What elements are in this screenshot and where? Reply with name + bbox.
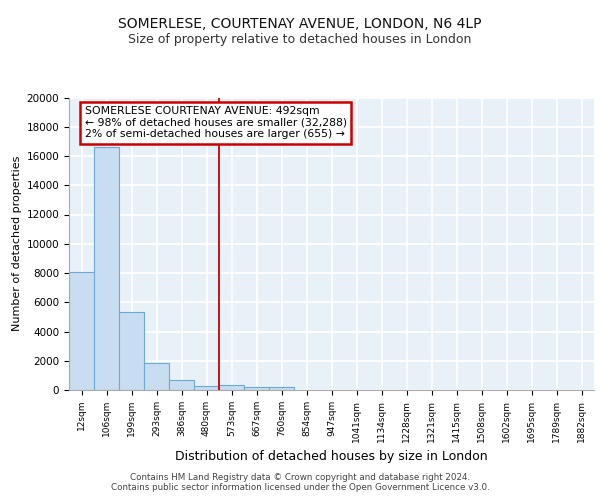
Bar [219, 385, 244, 390]
Bar [144, 363, 169, 390]
Bar [244, 387, 269, 390]
X-axis label: Distribution of detached houses by size in London: Distribution of detached houses by size … [175, 450, 488, 463]
Bar [119, 312, 144, 390]
Y-axis label: Number of detached properties: Number of detached properties [13, 156, 22, 332]
Bar [94, 147, 119, 390]
Text: SOMERLESE COURTENAY AVENUE: 492sqm
← 98% of detached houses are smaller (32,288): SOMERLESE COURTENAY AVENUE: 492sqm ← 98%… [85, 106, 347, 140]
Bar [269, 387, 294, 390]
Bar [194, 386, 219, 390]
Text: SOMERLESE, COURTENAY AVENUE, LONDON, N6 4LP: SOMERLESE, COURTENAY AVENUE, LONDON, N6 … [118, 18, 482, 32]
Text: Size of property relative to detached houses in London: Size of property relative to detached ho… [128, 32, 472, 46]
Bar [169, 380, 194, 390]
Bar [69, 272, 94, 390]
Text: Contains HM Land Registry data © Crown copyright and database right 2024.
Contai: Contains HM Land Registry data © Crown c… [110, 473, 490, 492]
